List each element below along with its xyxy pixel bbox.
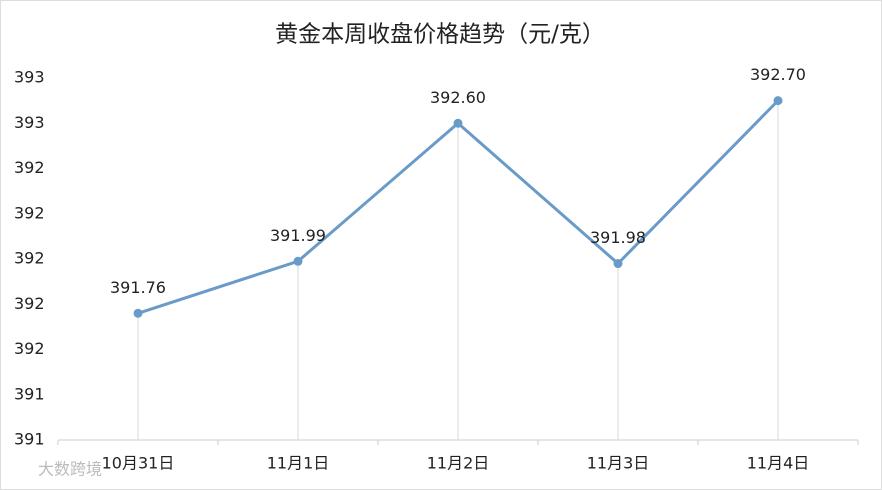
y-tick-label: 392 (14, 158, 45, 177)
y-tick-label: 392 (14, 294, 45, 313)
data-label: 391.76 (110, 278, 166, 297)
x-tick-label: 11月1日 (267, 454, 330, 473)
data-point (773, 96, 783, 106)
x-tick-label: 11月4日 (747, 454, 810, 473)
x-tick-label: 11月3日 (587, 454, 650, 473)
x-tick-label: 11月2日 (427, 454, 490, 473)
x-tick-label: 10月31日 (102, 454, 175, 473)
data-label: 391.99 (270, 226, 326, 245)
data-point (293, 256, 303, 266)
y-tick-label: 392 (14, 249, 45, 268)
y-tick-label: 392 (14, 339, 45, 358)
y-tick-label: 393 (14, 68, 45, 87)
data-label: 392.70 (750, 65, 806, 84)
y-tick-label: 392 (14, 203, 45, 222)
chart-title: 黄金本周收盘价格趋势（元/克） (275, 22, 605, 48)
y-tick-label: 393 (14, 113, 45, 132)
data-point (453, 118, 463, 128)
data-point (133, 308, 143, 318)
data-label: 392.60 (430, 88, 486, 107)
y-tick-label: 391 (14, 384, 45, 403)
data-label: 391.98 (590, 228, 646, 247)
data-point (613, 259, 623, 269)
watermark: 大数跨境 (38, 460, 102, 479)
y-tick-label: 391 (14, 430, 45, 449)
